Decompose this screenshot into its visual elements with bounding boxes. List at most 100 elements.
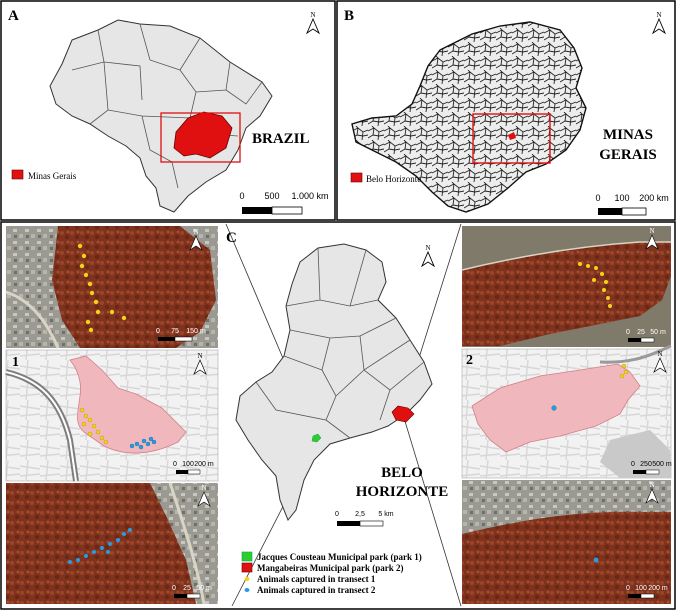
scale-tick: 250 (640, 461, 652, 468)
north-label: N (193, 228, 198, 236)
scale-segment (187, 469, 201, 475)
north-label: N (425, 244, 430, 252)
road (599, 344, 672, 364)
gray-area (600, 430, 671, 478)
scale-tick: 100 (182, 461, 194, 468)
scale-tick: 0 (172, 585, 176, 592)
scale-segment (176, 470, 188, 474)
panel-a-title: BRAZIL (252, 131, 310, 147)
scale-tick: 50 m (196, 585, 212, 592)
scale-tick: 1.000 km (291, 191, 328, 201)
north-label: N (649, 227, 654, 235)
right-mid-street-inset: 2 N 0 250 500 m (461, 344, 672, 479)
urban-background (150, 483, 218, 604)
north-label: N (197, 352, 202, 360)
panel-c-scale-bar: 0 2,5 5 km (335, 511, 394, 527)
highway-centerline (5, 371, 77, 482)
panel-a: A BRAZIL Minas Gerais N 0 500 1.000 km (0, 0, 336, 221)
scale-tick: 0 (631, 461, 635, 468)
panel-c-center: C N BELO HORIZONTE 0 2,5 5 km Jacques Co… (226, 230, 448, 595)
north-label: N (201, 484, 206, 492)
scale-segment (271, 206, 303, 215)
north-arrow-icon (420, 250, 436, 268)
forest-area (52, 226, 216, 348)
belo-horizonte-shape (508, 132, 516, 140)
north-label: N (657, 350, 662, 358)
panel-a-scale-bar: 0 500 1.000 km (239, 191, 329, 215)
north-arrow-icon (645, 488, 659, 504)
scale-tick: 100 (635, 585, 647, 592)
legend-label: Mangabeiras Municipal park (park 2) (257, 563, 404, 573)
transect-1-points (619, 363, 629, 379)
scale-tick: 200 km (639, 193, 669, 203)
scale-tick: 500 (264, 191, 279, 201)
park-1-boundary (69, 355, 187, 454)
minas-gerais-municipalities-map (351, 21, 587, 213)
north-arrow: N (653, 350, 667, 373)
scale-segment (628, 338, 641, 342)
scale-tick: 75 (171, 328, 179, 335)
scale-tick: 50 m (650, 329, 666, 336)
scale-segment (645, 469, 660, 475)
scale-tick: 0 (173, 461, 177, 468)
scale-segment (640, 593, 655, 599)
north-arrow-icon (651, 17, 667, 35)
legend-swatch-park-2 (241, 562, 253, 573)
scale-segment (337, 521, 360, 526)
north-arrow-icon (305, 17, 321, 35)
scale-tick: 25 (637, 329, 645, 336)
scale-segment (598, 208, 622, 215)
panel-c-north-arrow: N (420, 244, 436, 268)
scale-tick: 0 (626, 329, 630, 336)
legend-dot-transect-1 (244, 577, 250, 581)
panel-c-title-line1: BELO (381, 465, 423, 481)
minas-gerais-highlight-box (160, 112, 241, 163)
transect-1-points (578, 262, 612, 308)
forest-area (462, 242, 671, 346)
belo-horizonte-highlight-box (472, 113, 551, 164)
north-arrow-icon (197, 491, 211, 507)
north-arrow-icon (645, 234, 659, 250)
north-label: N (649, 481, 654, 489)
scale-segment (628, 594, 641, 598)
legend-swatch-park-1 (241, 551, 253, 562)
park-1-location (311, 433, 322, 443)
transect-1-points (79, 407, 109, 445)
legend-dot-transect-2 (244, 588, 250, 592)
panel-b-title-line1: MINAS (603, 127, 653, 143)
scale-tick: 25 (183, 585, 191, 592)
park-2-location (391, 405, 415, 423)
scale-tick: 0 (626, 585, 630, 592)
transect-2-points (68, 528, 132, 564)
panel-c-title-line2: HORIZONTE (356, 484, 449, 500)
north-arrow-white: N (645, 227, 659, 250)
panel-b-scale-bar: 0 100 200 km (595, 193, 669, 216)
panel-a-north-arrow: N (305, 11, 321, 35)
north-arrow-icon (189, 235, 203, 251)
scale-segment (242, 207, 272, 214)
left-inset-column: N 0 75 150 m (5, 226, 219, 605)
forest-area (462, 511, 671, 604)
right-inset-column: N 0 25 50 m 2 N (461, 226, 672, 604)
north-arrow-icon (653, 357, 667, 373)
right-mid-scale-bar: 0 250 500 m (631, 461, 672, 475)
left-top-satellite-inset: N 0 75 150 m (5, 226, 218, 349)
north-arrow-white: N (645, 481, 659, 504)
north-label: N (310, 11, 315, 19)
legend-label: Jacques Cousteau Municipal park (park 1) (257, 552, 422, 562)
main-legend: Jacques Cousteau Municipal park (park 1)… (241, 551, 422, 595)
left-bottom-scale-bar: 0 25 50 m (172, 585, 212, 599)
scale-tick: 150 m (186, 328, 206, 335)
north-arrow-white: N (197, 484, 211, 507)
left-bottom-satellite-inset: N 0 25 50 m (6, 482, 218, 605)
right-bottom-satellite-inset: N 0 100 200 m (462, 480, 671, 604)
panel-a-legend-label: Minas Gerais (28, 171, 77, 181)
transect-2-point (593, 557, 599, 563)
right-top-scale-bar: 0 25 50 m (626, 329, 666, 343)
scale-tick: 0 (239, 191, 244, 201)
scale-tick: 200 m (648, 585, 668, 592)
panel-b-title-line2: GERAIS (599, 147, 657, 163)
inset-1-label: 1 (12, 355, 19, 370)
scale-tick: 500 m (652, 461, 672, 468)
north-arrow-icon (193, 359, 207, 375)
